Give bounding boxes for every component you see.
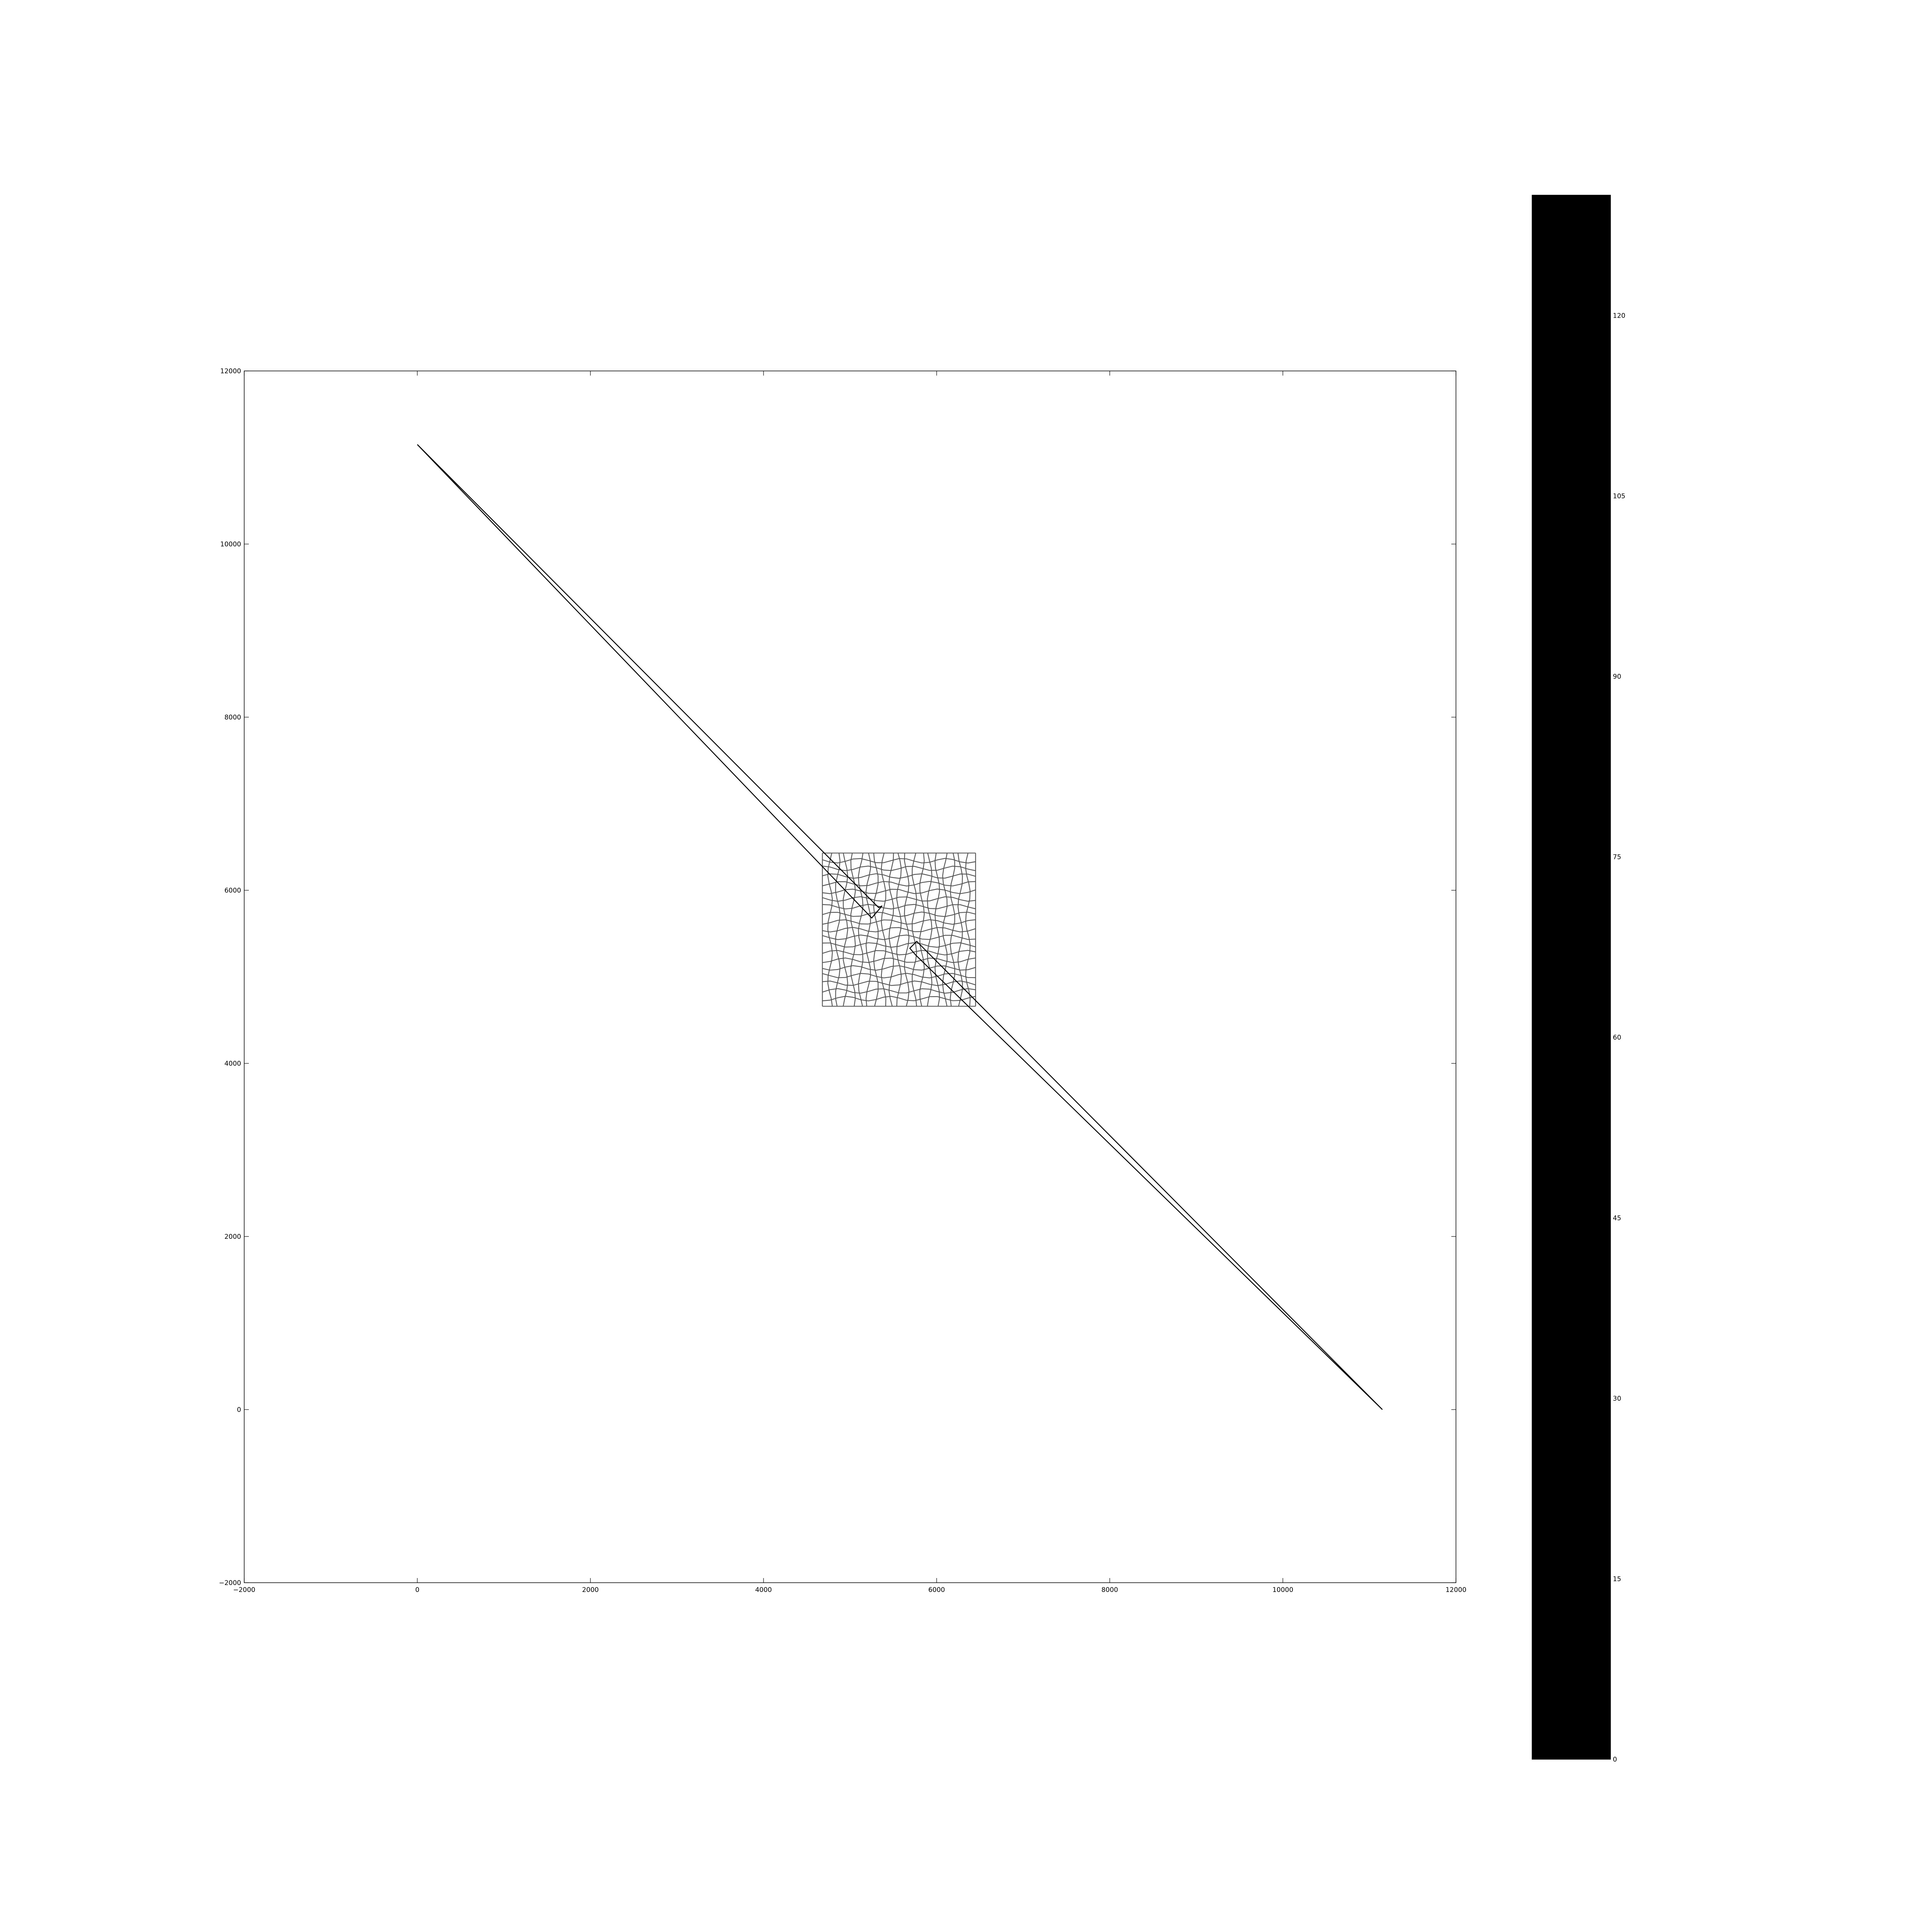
- mesh-line-vertical: [881, 853, 886, 1007]
- mesh-line-vertical: [858, 853, 864, 1007]
- mesh-line-horizontal: [822, 965, 976, 971]
- mesh-line-vertical: [957, 853, 963, 1007]
- x-tick-label: 6000: [928, 1586, 945, 1594]
- mesh-line-vertical: [965, 853, 971, 1007]
- mesh-line-vertical: [896, 853, 902, 1007]
- x-tick-label: 8000: [1101, 1586, 1118, 1594]
- colorbar-tick-label: 120: [1613, 312, 1625, 320]
- mesh-line-horizontal: [822, 888, 976, 894]
- y-tick-label: 2000: [224, 1233, 241, 1241]
- colorbar-tick-label: 75: [1613, 854, 1621, 861]
- mesh-line-vertical: [888, 853, 894, 1007]
- mesh-line-horizontal: [822, 996, 976, 1002]
- colorbar-fill: [1532, 195, 1611, 1760]
- mesh-line-horizontal: [822, 934, 976, 940]
- mesh-line-vertical: [942, 853, 948, 1007]
- y-tick-label: 12000: [220, 367, 241, 375]
- colorbar-tick-label: 30: [1613, 1395, 1621, 1403]
- mesh-line-vertical: [927, 853, 932, 1007]
- series-line-2: [909, 940, 1383, 1410]
- series-line-1: [417, 444, 883, 919]
- colorbar-tick-label: 90: [1613, 673, 1621, 681]
- colorbar: 0 15 30 45 60 75 90 105 120: [1532, 195, 1625, 1764]
- mesh-line-horizontal: [822, 973, 976, 978]
- mesh-line-horizontal: [822, 980, 976, 986]
- y-tick-label: 4000: [224, 1060, 241, 1068]
- mesh-line-horizontal: [822, 942, 976, 948]
- colorbar-tick-label: 60: [1613, 1034, 1621, 1042]
- mesh-line-vertical: [919, 853, 925, 1007]
- x-tick-label: 10000: [1272, 1586, 1293, 1594]
- colorbar-tick-label: 15: [1613, 1575, 1621, 1583]
- colorbar-tick-label: 105: [1613, 492, 1625, 500]
- colorbar-tick-label: 0: [1613, 1756, 1617, 1764]
- plot-area: [417, 444, 1383, 1410]
- mesh-line-vertical: [873, 853, 879, 1007]
- mesh-line-horizontal: [822, 988, 976, 994]
- mesh-line-horizontal: [822, 881, 976, 887]
- mesh-line-vertical: [835, 853, 841, 1007]
- x-tick-label: 0: [415, 1586, 420, 1594]
- mesh-line-horizontal: [822, 858, 976, 864]
- y-tick-label: 10000: [220, 541, 241, 548]
- mesh-line-horizontal: [822, 950, 976, 956]
- y-axis: −2000 0 2000 4000 6000 8000 10000 12000: [219, 367, 1456, 1587]
- mesh-line-vertical: [827, 853, 833, 1007]
- colorbar-axis: 0 15 30 45 60 75 90 105 120: [1613, 312, 1625, 1764]
- mesh-grid: [822, 852, 976, 1007]
- mesh-line-horizontal: [822, 957, 976, 963]
- x-tick-label: 12000: [1446, 1586, 1466, 1594]
- colorbar-tick-label: 45: [1613, 1214, 1621, 1222]
- y-tick-label: 0: [237, 1406, 241, 1414]
- x-tick-label: 2000: [582, 1586, 599, 1594]
- y-tick-label: 6000: [224, 887, 241, 895]
- mesh-line-horizontal: [822, 919, 976, 925]
- main-axes: −2000 0 2000 4000 6000 8000 10000 12000 −2000 0 2…: [219, 367, 1466, 1594]
- x-axis: −2000 0 2000 4000 6000 8000 10000 12000: [233, 371, 1466, 1594]
- x-tick-label: −2000: [233, 1586, 255, 1594]
- mesh-line-vertical: [950, 853, 955, 1007]
- mesh-line-vertical: [866, 853, 871, 1007]
- y-tick-label: 8000: [224, 714, 241, 721]
- mesh-line-vertical: [934, 853, 940, 1007]
- x-tick-label: 4000: [755, 1586, 772, 1594]
- mesh-line-horizontal: [822, 904, 976, 910]
- mesh-line-horizontal: [822, 896, 976, 902]
- mesh-line-vertical: [843, 853, 848, 1007]
- mesh-line-horizontal: [822, 927, 976, 933]
- axes-frame: [244, 371, 1456, 1583]
- mesh-line-horizontal: [822, 912, 976, 917]
- y-tick-label: −2000: [219, 1579, 241, 1587]
- mesh-line-vertical: [912, 853, 917, 1007]
- mesh-line-horizontal: [822, 866, 976, 871]
